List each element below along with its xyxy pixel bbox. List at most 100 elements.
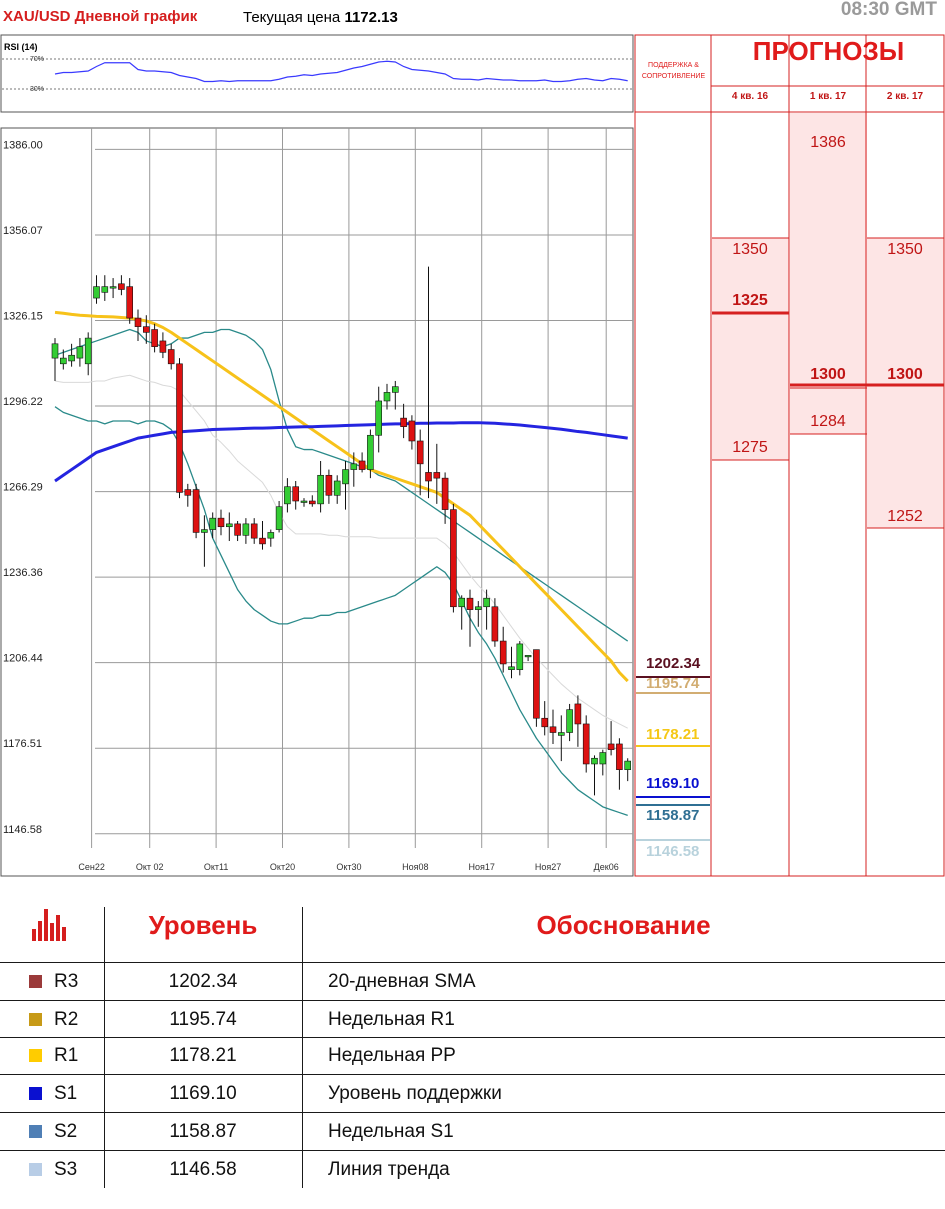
candle	[284, 478, 291, 513]
level-reason: Недельная PP	[328, 1045, 456, 1066]
table-divider	[302, 907, 303, 1188]
level-badge-r2: 1195.74	[646, 675, 700, 692]
level-badge-s2: 1158.87	[646, 807, 700, 824]
candle	[167, 343, 175, 370]
candle	[483, 589, 490, 630]
candle	[408, 415, 416, 450]
sma-long-line	[54, 421, 628, 483]
rsi-line	[54, 60, 628, 83]
y-tick-label: 1176.51	[3, 738, 42, 750]
level-name: S3	[54, 1159, 78, 1180]
candle-body	[250, 523, 258, 539]
candle	[184, 483, 192, 507]
candle	[109, 278, 117, 299]
level-swatch	[29, 1163, 42, 1176]
current-price-value: 1172.13	[344, 9, 398, 26]
bar-chart-icon	[32, 909, 66, 941]
candle-body	[109, 286, 117, 289]
candle	[250, 518, 258, 544]
candle-body	[308, 500, 316, 505]
level-value: 1158.87	[169, 1121, 237, 1142]
candle	[317, 460, 324, 513]
candle-body	[84, 337, 92, 365]
forecast-q4-16-low: 1275	[732, 439, 768, 456]
candle-body	[143, 326, 150, 333]
candle-body	[582, 723, 590, 765]
candle-body	[474, 606, 482, 610]
candle	[574, 695, 582, 747]
candle	[624, 758, 632, 782]
level-name: S1	[54, 1083, 78, 1104]
candle	[491, 598, 499, 647]
forecast-column-q2-17-label: 2 кв. 17	[886, 91, 924, 102]
candle-body	[151, 329, 158, 347]
table-rule	[0, 1112, 945, 1113]
candle-body	[400, 417, 407, 427]
candle	[524, 655, 532, 662]
candle-body	[118, 283, 125, 290]
candle-body	[317, 474, 324, 505]
forecast-column-q1-17-label: 1 кв. 17	[809, 91, 847, 102]
candle-body	[607, 743, 615, 750]
candle	[599, 749, 607, 776]
x-tick-label: Дек06	[594, 862, 619, 872]
candle-body	[591, 757, 598, 765]
chart-frame	[0, 34, 634, 877]
rsi-frame	[0, 34, 634, 113]
forecast-q2-17-low: 1252	[887, 508, 923, 525]
candle	[433, 443, 441, 504]
candle-body	[350, 463, 358, 470]
candle-body	[516, 643, 524, 670]
candle-body	[184, 489, 192, 496]
forecast-zone	[790, 113, 867, 434]
level-name: R2	[54, 1009, 79, 1030]
candle	[375, 386, 383, 453]
candle	[275, 501, 283, 533]
candle	[400, 403, 407, 439]
candle	[292, 480, 300, 510]
candle	[557, 715, 565, 762]
candle-body	[242, 523, 250, 536]
table-header-level: Уровень	[148, 910, 258, 940]
candle	[176, 358, 183, 499]
candle	[582, 715, 590, 773]
candle	[342, 460, 349, 510]
x-tick-label: Ноя27	[535, 862, 561, 872]
candle	[234, 521, 241, 542]
x-tick-label: Окт11	[204, 862, 229, 872]
candle-body	[491, 606, 499, 642]
chart-indicators	[54, 310, 629, 817]
x-tick-label: Ноя17	[469, 862, 495, 872]
candle	[607, 721, 615, 756]
sma-mid-line	[54, 310, 629, 683]
candle-body	[433, 472, 441, 479]
chart-axes: 1386.00 1356.07 1326.15 1296.22 1266.29 1236.…	[3, 139, 619, 872]
candle	[68, 343, 75, 367]
candle	[499, 626, 507, 673]
candle-body	[483, 597, 490, 608]
candle-body	[450, 509, 457, 608]
level-name: S2	[54, 1121, 78, 1142]
level-reason: 20-дневная SMA	[328, 971, 476, 992]
candle-body	[167, 349, 175, 365]
level-value: 1195.74	[169, 1009, 237, 1030]
candle	[126, 278, 133, 324]
candle	[425, 266, 432, 499]
candle-body	[524, 655, 532, 658]
table-rule	[0, 1037, 945, 1038]
forecast-q1-17-low: 1284	[810, 413, 846, 430]
x-tick-label: Сен22	[78, 862, 105, 872]
rsi-panel: RSI (14) 70% 30%	[2, 42, 632, 93]
candle-body	[458, 597, 466, 608]
rsi-tick: 30%	[30, 86, 44, 93]
candle	[134, 309, 142, 341]
candle-body	[192, 489, 200, 533]
candle	[541, 701, 549, 736]
candle	[93, 275, 100, 304]
candle-body	[375, 400, 383, 436]
candles	[51, 266, 632, 796]
current-price-label: Текущая цена	[243, 9, 341, 26]
candle	[350, 452, 358, 487]
candle-body	[284, 486, 291, 505]
price-frame	[0, 127, 634, 877]
